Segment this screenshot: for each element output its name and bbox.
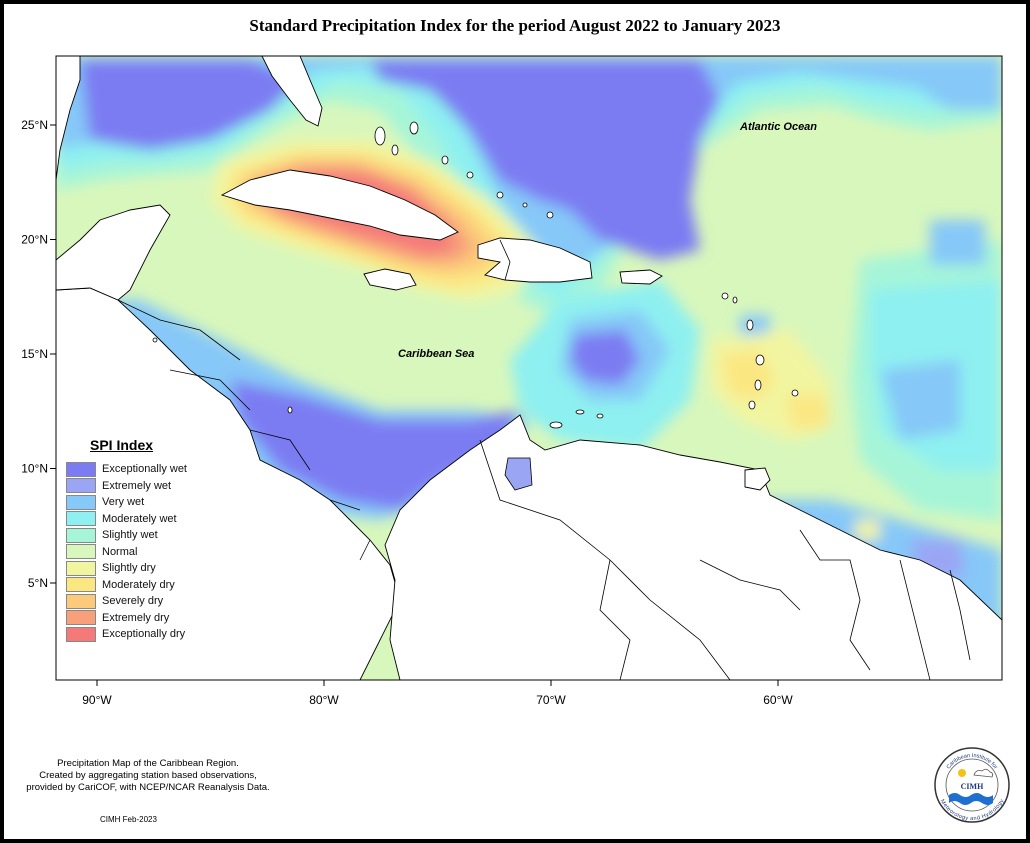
spi-legend: SPI Index Exceptionally wet Extremely wet…: [66, 437, 216, 643]
legend-swatch: [66, 461, 96, 477]
legend-item: Severely dry: [66, 593, 216, 610]
legend-item: Extremely wet: [66, 478, 216, 495]
field-exceptionally-wet-atlantic: [370, 60, 720, 260]
legend-swatch: [66, 577, 96, 593]
footnote: Precipitation Map of the Caribbean Regio…: [8, 758, 288, 794]
plot-frame: [55, 55, 1003, 681]
land-puerto-rico: [619, 269, 663, 285]
legend-title: SPI Index: [90, 437, 154, 453]
legend-label: Exceptionally wet: [102, 463, 187, 476]
legend-label: Slightly wet: [102, 529, 158, 542]
land-trinidad: [744, 467, 771, 491]
small-islands: [152, 121, 799, 429]
legend-items: Exceptionally wet Extremely wet Very wet Mo…: [66, 461, 216, 643]
legend-swatch: [66, 494, 96, 510]
country-borders: [117, 239, 971, 680]
lat-tick-label: 20°N: [21, 233, 48, 247]
water-waves-icon: [949, 793, 993, 805]
land-jamaica: [363, 268, 417, 291]
land-mexico-north: [56, 56, 81, 181]
legend-swatch: [66, 626, 96, 642]
field-very-wet-atlantic-east: [920, 60, 1002, 110]
legend-label: Slightly dry: [102, 562, 156, 575]
legend-label: Severely dry: [102, 595, 164, 608]
legend-label: Moderately wet: [102, 512, 177, 525]
legend-label: Extremely wet: [102, 479, 172, 492]
lon-tick-label: 90°W: [82, 693, 112, 707]
legend-item: Moderately wet: [66, 511, 216, 528]
footnote-line-2: Created by aggregating station based obs…: [39, 770, 257, 781]
legend-item: Normal: [66, 544, 216, 561]
credit-date: CIMH Feb-2023: [100, 815, 157, 824]
lake-maracaibo: [504, 457, 533, 491]
land-cuba: [220, 169, 459, 241]
legend-label: Very wet: [102, 496, 145, 509]
land-florida: [261, 56, 323, 127]
legend-item: Slightly wet: [66, 527, 216, 544]
footnote-line-3: provided by CariCOF, with NCEP/NCAR Rean…: [26, 782, 270, 793]
land-south-america: [384, 414, 1002, 680]
latitude-ticks: 25°N 20°N 15°N 10°N 5°N: [21, 118, 56, 590]
legend-swatch: [66, 544, 96, 560]
legend-item: Exceptionally wet: [66, 461, 216, 478]
field-moderately-dry-barbados: [785, 395, 830, 430]
lat-tick-label: 15°N: [21, 347, 48, 361]
legend-swatch: [66, 511, 96, 527]
land-central-america: [56, 287, 401, 680]
legend-swatch: [66, 478, 96, 494]
map-title: Standard Precipitation Index for the per…: [249, 16, 781, 35]
legend-item: Extremely dry: [66, 610, 216, 627]
legend-swatch: [66, 610, 96, 626]
field-slightly-dry-south: [855, 520, 880, 540]
legend-label: Normal: [102, 545, 138, 558]
lat-tick-label: 10°N: [21, 462, 48, 476]
footnote-line-1: Precipitation Map of the Caribbean Regio…: [57, 758, 239, 769]
spi-field: [56, 56, 1002, 680]
field-very-wet-east: [880, 360, 960, 440]
field-exceptionally-wet-gulf: [80, 60, 300, 150]
field-exceptionally-wet-sw: [230, 380, 520, 510]
legend-label: Moderately dry: [102, 578, 175, 591]
legend-item: Very wet: [66, 494, 216, 511]
field-exceptionally-wet-central: [570, 330, 640, 385]
logo-text: CIMH: [961, 782, 984, 791]
legend-item: Slightly dry: [66, 560, 216, 577]
sun-icon: [958, 769, 966, 777]
legend-swatch: [66, 560, 96, 576]
lon-tick-label: 80°W: [309, 693, 339, 707]
cloud-icon: [973, 768, 994, 778]
label-caribbean-sea: Caribbean Sea: [398, 348, 474, 360]
lon-tick-label: 60°W: [763, 693, 793, 707]
lat-tick-label: 5°N: [28, 576, 48, 590]
land-hispaniola: [477, 237, 593, 283]
legend-label: Extremely dry: [102, 611, 170, 624]
landmasses: [56, 56, 1002, 680]
label-atlantic-ocean: Atlantic Ocean: [739, 121, 817, 133]
legend-item: Moderately dry: [66, 577, 216, 594]
legend-swatch: [66, 593, 96, 609]
lat-tick-label: 25°N: [21, 118, 48, 132]
lon-tick-label: 70°W: [536, 693, 566, 707]
longitude-ticks: 90°W 80°W 70°W 60°W: [82, 680, 793, 707]
legend-item: Exceptionally dry: [66, 626, 216, 643]
legend-swatch: [66, 527, 96, 543]
field-very-wet-east2: [930, 220, 985, 265]
cimh-logo: Caribbean Institute for Meteorology and …: [934, 747, 1010, 823]
land-yucatan: [56, 204, 171, 301]
legend-label: Exceptionally dry: [102, 628, 186, 641]
